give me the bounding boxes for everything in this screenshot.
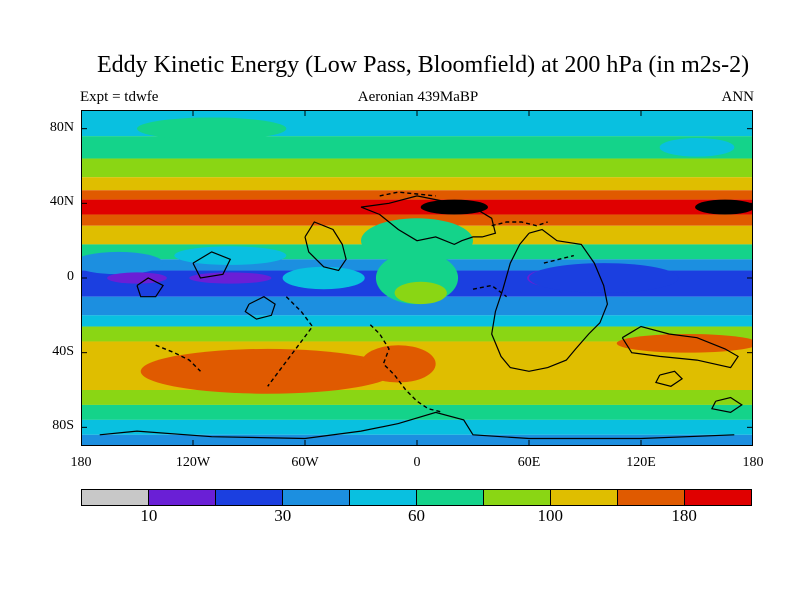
experiment-label: Expt = tdwfe [80,89,159,105]
field-blob-6 [107,272,167,284]
field-band-3 [81,177,753,191]
dashed-coast-2 [155,344,201,372]
colorbar-box-0 [82,490,149,505]
lat-label: 40S [52,343,74,359]
field-band-1 [81,136,753,159]
field-blob-2 [394,281,447,305]
colorbar-label: 180 [671,506,697,525]
coastline-7 [136,277,164,298]
field-blob-15 [137,117,287,140]
colorbar-box-5 [417,490,484,505]
lat-label: 0 [67,269,74,284]
field-blob-4 [81,251,164,275]
colorbar-box-1 [149,490,216,505]
map-plot [81,110,753,446]
field-blob-11 [361,345,436,383]
field-blob-14 [420,199,488,215]
field-band-2 [81,158,753,178]
coastline-layer [99,191,743,440]
lon-label: 120E [626,455,656,470]
dashed-coast-4 [543,254,574,264]
lon-label: 180 [742,455,764,470]
coastline-9 [711,396,743,414]
season-label: ANN [721,89,755,105]
colorbar-box-3 [283,490,350,505]
field-layer [81,110,753,446]
field-band-16 [81,404,753,420]
coastline-0 [360,195,497,246]
field-band-5 [81,199,753,215]
field-blob-13 [695,199,753,215]
colorbar-box-7 [551,490,618,505]
period-label: Aeronian 439MaBP [357,89,479,105]
field-blob-10 [140,348,395,394]
colorbar-label: 100 [537,506,564,525]
lat-label: 80N [49,119,74,135]
colorbar [81,489,752,506]
colorbar-box-2 [216,490,283,505]
lon-label: 120W [175,455,211,470]
field-blob-16 [659,138,735,157]
colorbar-box-6 [484,490,551,505]
coastline-6 [192,251,232,279]
field-band-15 [81,390,753,405]
lon-label: 180 [70,455,92,470]
colorbar-box-4 [350,490,417,505]
coastline-3 [621,325,739,369]
field-blob-7 [189,272,272,284]
field-blob-5 [174,246,287,265]
field-band-17 [81,419,753,435]
dashed-coast-0 [369,324,444,414]
coastline-1 [304,221,347,272]
lon-label: 60E [517,455,541,470]
colorbar-box-8 [618,490,685,505]
colorbar-label: 30 [274,506,292,525]
map-border [81,110,753,446]
colorbar-label: 60 [408,506,425,525]
lat-label: 80S [52,418,74,434]
dashed-coast-6 [491,221,548,227]
field-band-4 [81,190,753,200]
colorbar-label: 10 [140,506,158,525]
coastline-2 [491,228,609,372]
dashed-coast-3 [472,284,508,298]
field-band-11 [81,296,753,316]
coastline-4 [99,411,735,440]
field-blob-0 [282,266,365,290]
dashed-coast-5 [379,191,436,197]
lat-label: 40N [49,194,74,210]
field-band-12 [81,315,753,327]
coastline-5 [244,296,276,320]
colorbar-box-9 [685,490,751,505]
lon-label: 60W [291,455,319,470]
map-title: Eddy Kinetic Energy (Low Pass, Bloomfiel… [96,52,750,78]
coastline-8 [655,370,684,387]
lon-label: 0 [413,455,421,470]
field-blob-12 [616,334,753,353]
dashed-coast-1 [267,296,314,387]
field-blob-9 [529,263,679,293]
